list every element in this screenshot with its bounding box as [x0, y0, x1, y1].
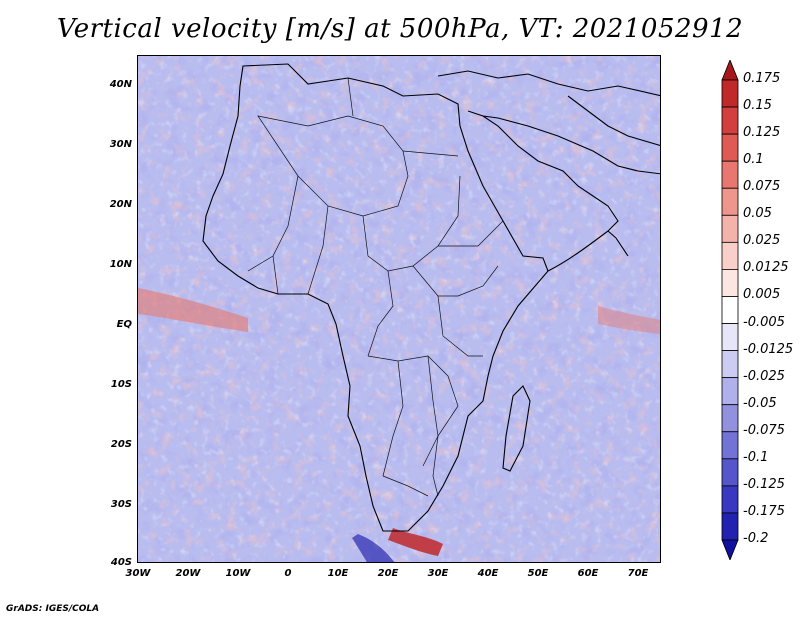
- lon-label-40e: 40E: [477, 568, 499, 579]
- map-panel: [137, 55, 661, 563]
- colorbar-segment: [721, 79, 739, 108]
- colorbar-top-arrow: [721, 60, 739, 81]
- colorbar-label: -0.2: [743, 531, 769, 546]
- colorbar-label: -0.125: [743, 476, 785, 492]
- colorbar: [721, 60, 739, 560]
- colorbar-label: -0.0125: [743, 341, 794, 357]
- itcz-ascent-band: [138, 288, 248, 332]
- colorbar-label: 0.1: [743, 152, 764, 168]
- lon-label-60e: 60E: [577, 568, 599, 579]
- colorbar-label: -0.005: [743, 314, 785, 330]
- lat-label-20s: 20S: [110, 439, 132, 450]
- colorbar-segment: [721, 160, 739, 189]
- lon-label-10e: 10E: [327, 568, 349, 579]
- colorbar-label: -0.175: [743, 503, 785, 519]
- lat-label-40n: 40N: [109, 79, 132, 90]
- colorbar-label: -0.05: [743, 395, 777, 411]
- colorbar-label: -0.025: [743, 368, 785, 384]
- lat-label-40s: 40S: [110, 557, 132, 568]
- colorbar-label: 0.125: [743, 125, 781, 141]
- madagascar-outline: [502, 385, 531, 472]
- lon-label-30w: 30W: [125, 568, 151, 579]
- lat-label-eq: EQ: [116, 319, 132, 330]
- lon-label-10w: 10W: [225, 568, 251, 579]
- lat-label-10n: 10N: [109, 259, 132, 270]
- map-title: Vertical velocity [m/s] at 500hPa, VT: 2…: [56, 14, 744, 44]
- colorbar-segment: [721, 512, 739, 541]
- lat-label-20n: 20N: [109, 199, 132, 210]
- colorbar-segment: [721, 350, 739, 379]
- east-ascent-band: [598, 306, 660, 334]
- neutral-texture: [138, 56, 660, 562]
- colorbar-segment: [721, 269, 739, 297]
- colorbar-segment: [721, 404, 739, 433]
- colorbar-segment: [721, 187, 739, 216]
- south-descent-core: [352, 534, 395, 562]
- colorbar-segment: [721, 485, 739, 514]
- lon-label-20e: 20E: [377, 568, 399, 579]
- colorbar-segment: [721, 106, 739, 135]
- velocity-field-map: [138, 56, 660, 562]
- grads-credit: GrADS: IGES/COLA: [6, 604, 100, 614]
- colorbar-label: -0.1: [743, 449, 769, 465]
- colorbar-segment: [721, 241, 739, 270]
- colorbar-label: 0.005: [743, 287, 781, 303]
- country-borders: [247, 77, 504, 497]
- lon-label-50e: 50E: [527, 568, 549, 579]
- colorbar-segment: [721, 323, 739, 351]
- coastlines: [202, 63, 660, 532]
- lat-label-10s: 10S: [110, 379, 132, 390]
- lon-label-70e: 70E: [627, 568, 649, 579]
- colorbar-label: 0.175: [743, 71, 781, 86]
- colorbar-segment: [721, 377, 739, 406]
- colorbar-segment: [721, 431, 739, 460]
- lon-label-30e: 30E: [427, 568, 449, 579]
- colorbar-bottom-arrow: [721, 539, 739, 560]
- colorbar-label: 0.075: [743, 179, 781, 195]
- colorbar-label: 0.0125: [743, 260, 789, 276]
- lon-label-0: 0: [284, 568, 292, 579]
- lon-label-20w: 20W: [175, 568, 201, 579]
- colorbar-label: 0.025: [743, 233, 781, 249]
- lat-label-30n: 30N: [109, 139, 132, 150]
- colorbar-label: 0.15: [743, 98, 772, 114]
- colorbar-label: -0.075: [743, 422, 785, 438]
- colorbar-segment: [721, 214, 739, 243]
- colorbar-segment: [721, 133, 739, 162]
- lat-label-30s: 30S: [110, 499, 132, 510]
- colorbar-label: 0.05: [743, 206, 772, 222]
- south-ascent-core: [388, 528, 443, 556]
- colorbar-segment: [721, 296, 739, 324]
- colorbar-segment: [721, 458, 739, 487]
